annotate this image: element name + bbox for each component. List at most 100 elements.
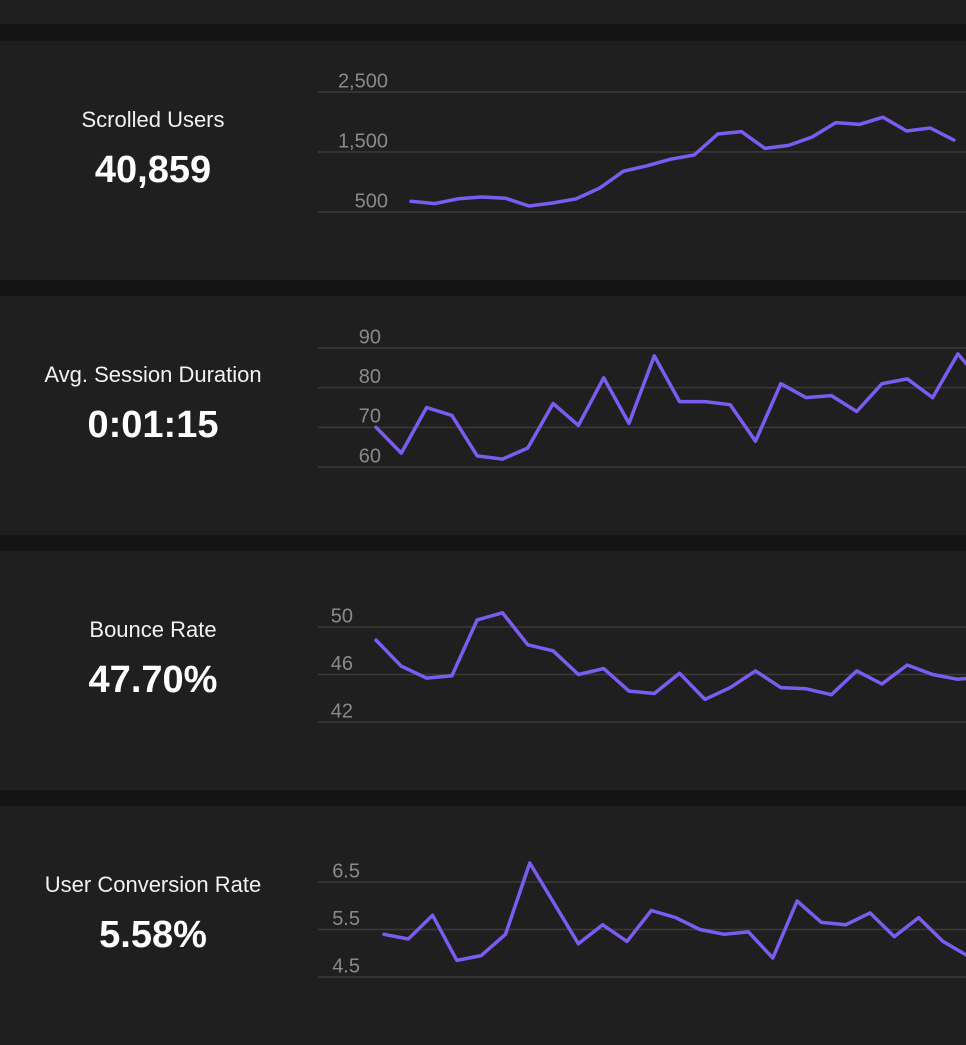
- data-point: [501, 611, 504, 614]
- data-point: [855, 669, 858, 672]
- series-line: [384, 863, 966, 960]
- data-point: [476, 618, 479, 621]
- data-point: [646, 164, 649, 167]
- data-point: [526, 447, 529, 450]
- data-point: [669, 158, 672, 161]
- data-point: [425, 406, 428, 409]
- data-point: [433, 202, 436, 205]
- data-point: [575, 197, 578, 200]
- data-point: [729, 686, 732, 689]
- data-point: [698, 928, 701, 931]
- data-point: [678, 672, 681, 675]
- data-point: [400, 452, 403, 455]
- chart-bounce-rate: 42 46 50: [0, 551, 966, 790]
- top-panel-edge: [0, 0, 966, 24]
- data-point: [455, 959, 458, 962]
- data-point: [917, 916, 920, 919]
- data-point: [906, 377, 909, 380]
- data-point: [551, 202, 554, 205]
- y-tick-label: 46: [331, 653, 353, 675]
- data-point: [881, 382, 884, 385]
- data-point: [552, 649, 555, 652]
- data-point: [602, 376, 605, 379]
- series-line: [376, 613, 966, 700]
- data-point: [504, 197, 507, 200]
- data-point: [956, 678, 959, 681]
- y-tick-label: 50: [331, 605, 353, 627]
- data-point: [754, 669, 757, 672]
- data-point: [805, 396, 808, 399]
- data-point: [674, 916, 677, 919]
- data-point: [931, 673, 934, 676]
- data-point: [929, 127, 932, 130]
- data-point: [425, 677, 428, 680]
- data-point: [844, 923, 847, 926]
- data-point: [598, 187, 601, 190]
- data-point: [480, 196, 483, 199]
- data-point: [577, 942, 580, 945]
- data-point: [693, 154, 696, 157]
- data-point: [747, 930, 750, 933]
- data-point: [601, 923, 604, 926]
- data-point: [716, 133, 719, 136]
- data-point: [771, 957, 774, 960]
- series-line: [376, 354, 966, 459]
- data-point: [830, 394, 833, 397]
- data-point: [552, 402, 555, 405]
- y-tick-label: 6.5: [332, 860, 360, 882]
- data-point: [504, 933, 507, 936]
- data-point: [602, 667, 605, 670]
- data-point: [622, 170, 625, 173]
- data-point: [407, 938, 410, 941]
- series-line: [411, 117, 954, 206]
- data-point: [754, 440, 757, 443]
- data-point: [796, 900, 799, 903]
- data-point: [400, 665, 403, 668]
- data-point: [723, 933, 726, 936]
- data-point: [893, 935, 896, 938]
- y-tick-label: 42: [331, 700, 353, 722]
- data-point: [626, 940, 629, 943]
- y-tick-label: 4.5: [332, 955, 360, 977]
- data-point: [779, 686, 782, 689]
- data-point: [906, 664, 909, 667]
- data-point: [577, 424, 580, 427]
- data-point: [834, 121, 837, 124]
- data-point: [787, 144, 790, 147]
- data-point: [628, 422, 631, 425]
- data-point: [653, 354, 656, 357]
- data-point: [526, 643, 529, 646]
- y-tick-label: 60: [359, 445, 381, 467]
- data-point: [855, 410, 858, 413]
- data-point: [528, 862, 531, 865]
- data-point: [383, 933, 386, 936]
- data-point: [882, 116, 885, 119]
- y-tick-label: 70: [359, 406, 381, 428]
- data-point: [410, 200, 413, 203]
- data-point: [375, 426, 378, 429]
- data-point: [956, 352, 959, 355]
- data-point: [577, 673, 580, 676]
- y-tick-label: 5.5: [332, 908, 360, 930]
- data-point: [480, 954, 483, 957]
- data-point: [476, 454, 479, 457]
- data-point: [764, 147, 767, 150]
- data-point: [703, 400, 706, 403]
- data-point: [450, 674, 453, 677]
- data-point: [905, 130, 908, 133]
- data-point: [457, 197, 460, 200]
- data-point: [881, 683, 884, 686]
- y-tick-label: 80: [359, 366, 381, 388]
- data-point: [805, 687, 808, 690]
- data-point: [450, 414, 453, 417]
- data-point: [431, 914, 434, 917]
- data-point: [931, 396, 934, 399]
- data-point: [653, 692, 656, 695]
- data-point: [858, 123, 861, 126]
- data-point: [703, 698, 706, 701]
- data-point: [553, 902, 556, 905]
- data-point: [830, 693, 833, 696]
- data-point: [628, 690, 631, 693]
